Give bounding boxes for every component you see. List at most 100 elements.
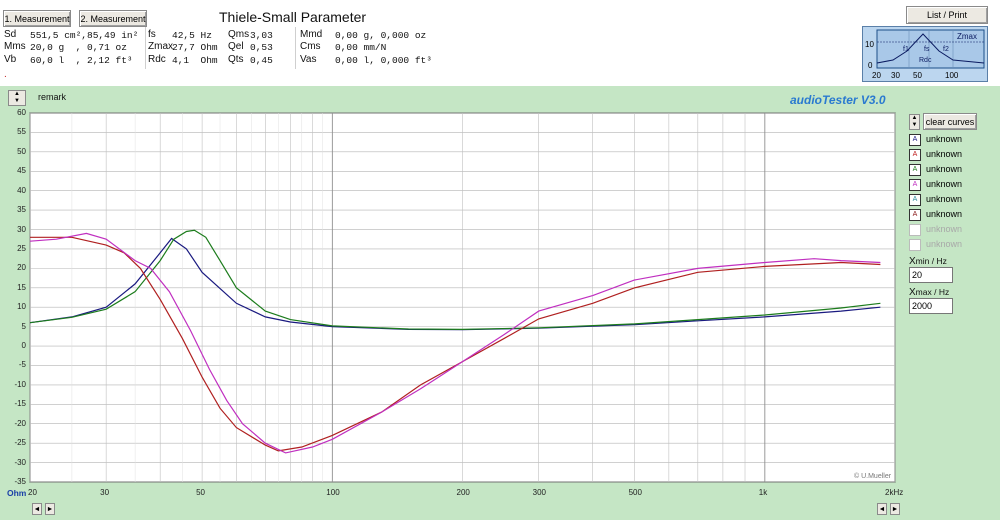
param-name: Vb — [4, 54, 17, 65]
y-tick-label: 10 — [17, 302, 26, 312]
x-tick-label: 500 — [628, 488, 642, 497]
thumb-x-label: 100 — [945, 71, 959, 80]
thumbnail-plot: Zmax f1 fs f2 Rdc 10 0 20 30 50 100 — [865, 29, 985, 80]
param-value: 27,7 Ohm — [172, 42, 218, 53]
spinner-up-icon[interactable]: ▲ — [14, 91, 20, 97]
y-tick-label: -30 — [14, 457, 26, 467]
x-prefix: X — [909, 256, 916, 267]
param-name: Qts — [228, 54, 244, 65]
x-tick-label: 200 — [456, 488, 470, 497]
remark-spinner[interactable]: ▲ ▼ — [8, 90, 26, 106]
thumb-y-bottom: 0 — [868, 61, 873, 70]
scroll-right-button-2[interactable]: ► — [890, 503, 900, 515]
param-name: Zmax — [148, 41, 173, 52]
param-name: Vas — [300, 54, 317, 65]
thumb-x-label: 50 — [913, 71, 922, 80]
impedance-curve-1 — [29, 237, 881, 331]
scroll-right-button-1[interactable]: ► — [45, 503, 55, 515]
y-unit-label: Ohm — [7, 488, 27, 498]
curve-color-swatch-icon[interactable]: A — [909, 209, 921, 221]
thumb-x-label: 20 — [872, 71, 881, 80]
thumb-x-label: 30 — [891, 71, 900, 80]
x-max-input[interactable]: 2000 — [909, 298, 953, 314]
chart-grid — [29, 112, 896, 483]
measurement-2-button[interactable]: 2. Measurement — [79, 10, 147, 27]
x-tick-label: 2kHz — [885, 488, 904, 497]
x-min-input[interactable]: 20 — [909, 267, 953, 283]
y-tick-label: -20 — [14, 418, 26, 428]
x-min-text: min / Hz — [915, 256, 947, 266]
clear-curves-button[interactable]: clear curves — [923, 113, 977, 130]
measurement-1-button[interactable]: 1. Measurement — [3, 10, 71, 27]
impedance-thumbnail[interactable]: Zmax f1 fs f2 Rdc 10 0 20 30 50 100 — [862, 26, 988, 82]
x-tick-label: 300 — [532, 488, 547, 497]
spinner-down-icon[interactable]: ▼ — [911, 122, 918, 128]
param-name: Qel — [228, 41, 244, 52]
curve-spinner[interactable]: ▲ ▼ — [909, 114, 920, 130]
legend-item[interactable]: unknown — [909, 223, 989, 237]
legend-label: unknown — [926, 224, 963, 234]
curve-color-swatch-icon[interactable] — [909, 239, 921, 251]
spinner-down-icon[interactable]: ▼ — [14, 98, 20, 104]
legend-label: unknown — [926, 179, 963, 189]
param-value: 0,53 — [250, 42, 273, 53]
param-value: 0,00 l, 0,000 ft³ — [335, 55, 432, 66]
y-tick-label: 45 — [17, 166, 26, 176]
param-value: 551,5 cm²,85,49 in² — [30, 30, 139, 41]
thumb-f2: f2 — [943, 46, 949, 53]
y-tick-label: -5 — [18, 360, 26, 370]
y-tick-label: 40 — [17, 185, 26, 195]
thumb-zmax: Zmax — [957, 32, 977, 41]
y-tick-label: 30 — [17, 224, 26, 234]
page-title: Thiele-Small Parameter — [219, 9, 367, 25]
scroll-left-button-1[interactable]: ◄ — [32, 503, 42, 515]
param-value: 4,1 Ohm — [172, 55, 218, 66]
x-max-text: max / Hz — [915, 287, 950, 297]
legend-label: unknown — [926, 194, 963, 204]
thumb-fs: fs — [924, 46, 930, 53]
param-value: 0,45 — [250, 55, 273, 66]
param-value: 60,0 l , 2,12 ft³ — [30, 55, 133, 66]
param-value: 0,00 g, 0,000 oz — [335, 30, 427, 41]
status-dot: . — [4, 69, 7, 80]
legend-label: unknown — [926, 209, 963, 219]
y-tick-label: -35 — [14, 477, 26, 486]
y-tick-label: 20 — [17, 263, 26, 273]
legend-item[interactable]: unknown — [909, 238, 989, 252]
y-tick-label: 35 — [17, 205, 26, 215]
credit-label: © U.Mueller — [854, 472, 892, 480]
list-print-button[interactable]: List / Print — [906, 6, 988, 24]
chart-curves — [29, 229, 881, 454]
app-title: audioTester V3.0 — [790, 93, 886, 107]
impedance-curve-3 — [30, 236, 881, 452]
param-value: 0,00 mm/N — [335, 42, 387, 53]
legend-label: unknown — [926, 239, 963, 249]
plot-area[interactable] — [29, 112, 896, 483]
param-name: Qms — [228, 29, 250, 40]
y-tick-label: 0 — [21, 341, 26, 351]
legend-label: unknown — [926, 134, 963, 144]
curve-color-swatch-icon[interactable]: A — [909, 134, 921, 146]
curve-color-swatch-icon[interactable]: A — [909, 149, 921, 161]
curve-color-swatch-icon[interactable] — [909, 224, 921, 236]
y-tick-label: 15 — [17, 282, 26, 292]
x-prefix: X — [909, 287, 916, 298]
curve-color-swatch-icon[interactable]: A — [909, 164, 921, 176]
x-min-label: Xmin / Hz — [909, 256, 947, 267]
y-tick-label: -15 — [14, 399, 26, 409]
param-name: Mms — [4, 41, 26, 52]
y-tick-label: 50 — [17, 146, 26, 156]
scroll-left-button-2[interactable]: ◄ — [877, 503, 887, 515]
curve-color-swatch-icon[interactable]: A — [909, 179, 921, 191]
x-tick-label: 50 — [196, 488, 205, 497]
thumb-y-top: 10 — [865, 40, 874, 49]
curve-color-swatch-icon[interactable]: A — [909, 194, 921, 206]
legend-label: unknown — [926, 149, 963, 159]
spinner-up-icon[interactable]: ▲ — [911, 115, 918, 121]
